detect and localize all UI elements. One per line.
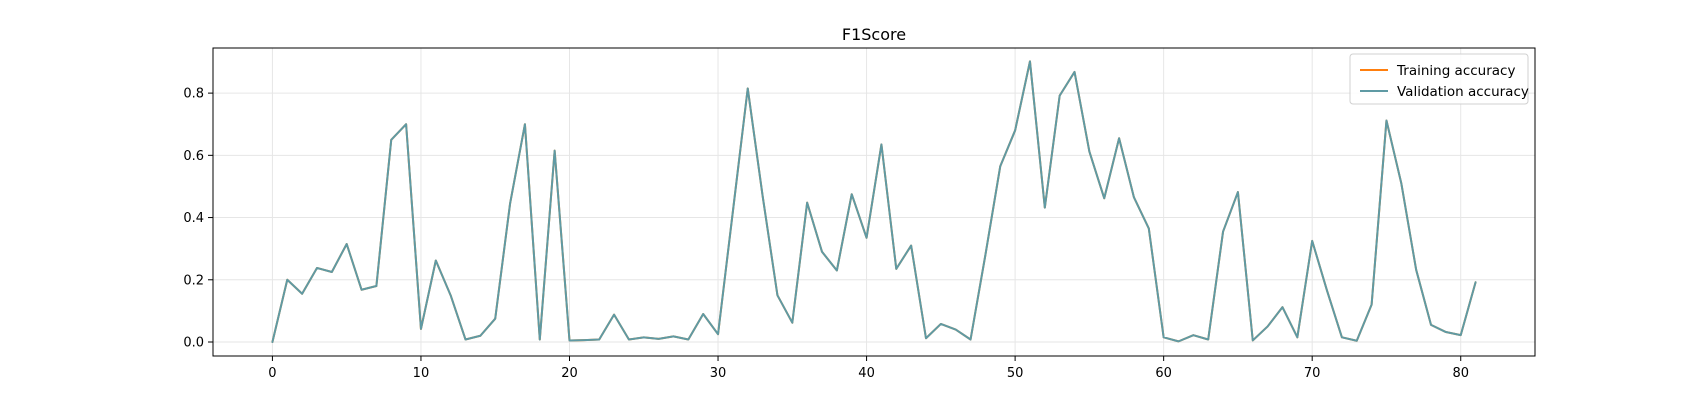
y-tick-label: 0.4 — [183, 211, 204, 226]
x-tick-label: 20 — [561, 366, 578, 381]
plot-frame — [212, 47, 1536, 357]
y-tick-label: 0.2 — [183, 273, 204, 288]
x-tick-label: 80 — [1452, 366, 1469, 381]
axis-ticks: 0 10 20 30 40 50 60 70 80 0.0 0.2 0.4 0.6 0.8 — [183, 87, 1469, 381]
chart-title: F1Score — [842, 25, 906, 44]
x-tick-label: 0 — [268, 366, 276, 381]
legend-label: Validation accuracy — [1397, 84, 1529, 100]
series-lines — [271, 60, 1477, 343]
legend-box — [1349, 53, 1529, 105]
x-tick-label: 60 — [1155, 366, 1172, 381]
y-tick-label: 0.8 — [183, 87, 204, 102]
x-tick-label: 30 — [710, 366, 727, 381]
series-line-1 — [271, 60, 1477, 343]
x-tick-label: 50 — [1007, 366, 1024, 381]
x-tick-label: 70 — [1304, 366, 1321, 381]
y-tick-label: 0.6 — [183, 149, 204, 164]
legend-label: Training accuracy — [1396, 63, 1515, 79]
x-tick-label: 10 — [413, 366, 430, 381]
y-tick-label: 0.0 — [183, 336, 204, 351]
x-tick-label: 40 — [858, 366, 875, 381]
legend: Training accuracy Validation accuracy — [1349, 53, 1529, 105]
